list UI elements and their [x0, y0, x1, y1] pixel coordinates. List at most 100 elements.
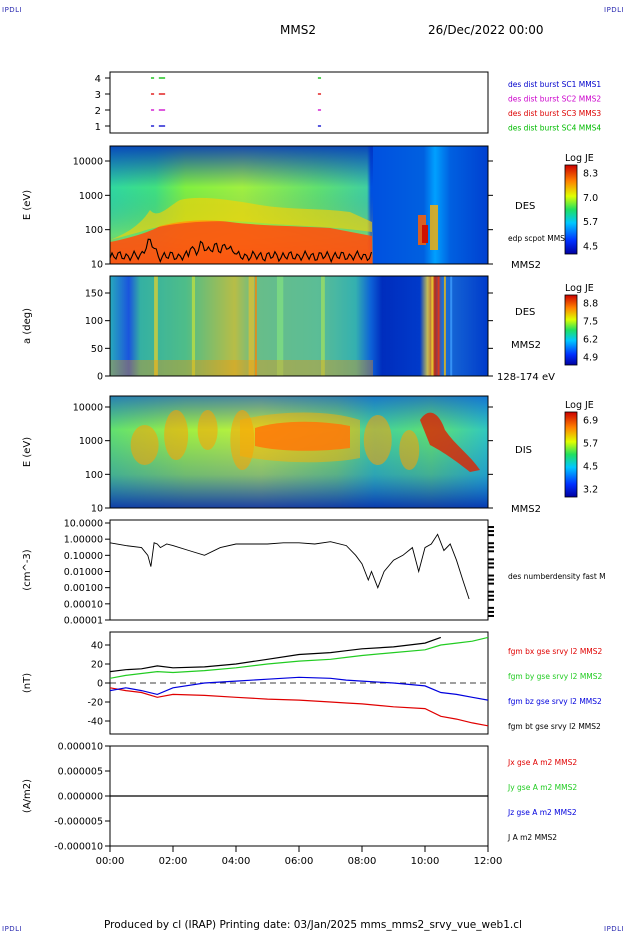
bfield-legend-entry: fgm bz gse srvy l2 MMS2 [508, 697, 602, 706]
des-pitch-yticks: 150 100 50 0 [85, 289, 493, 383]
pitch-stripe [321, 276, 325, 376]
current-legend-entry: Jy gse A m2 MMS2 [507, 783, 577, 792]
dis-energy-blobs [130, 410, 420, 470]
burst-yticks: 4 3 2 1 [95, 74, 110, 133]
y-axis-label: E (eV) [22, 190, 33, 220]
dis-energy-blob [399, 430, 420, 470]
panel-side-labels: DES edp scpot MMS2 MMS2 DES MMS2 128-174 eV DI… [497, 201, 606, 581]
time-tick-label: 02:00 [159, 856, 188, 867]
burst-tick-label: 1 [95, 122, 101, 133]
dis-energy-probe-label: MMS2 [511, 504, 541, 515]
burst-panel-frame [109, 71, 489, 134]
dis-energy-late-event [420, 412, 480, 472]
dis-energy-blob [363, 415, 392, 465]
colorbar-tick-label: 5.7 [583, 217, 598, 228]
pitch-stripe [443, 276, 446, 376]
des-pitch-panel: 150 100 50 0 [85, 275, 493, 383]
dis-energy-tick-label: 1000 [79, 436, 103, 447]
corner-mark-top-right: IPDLI [604, 6, 625, 14]
datetime-title: 26/Dec/2022 00:00 [428, 23, 544, 37]
density-tick-label: 0.00001 [64, 616, 103, 627]
dis-energy-tick-label: 100 [85, 470, 103, 481]
des-energy-frame [109, 145, 489, 265]
des-energy-tick-label: 10 [91, 260, 103, 271]
des-energy-event-2 [430, 205, 438, 250]
footer-credit: Produced by cl (IRAP) Printing date: 03/… [104, 919, 522, 931]
burst-tick-label: 3 [95, 90, 101, 101]
y-axis-label: (cm^-3) [22, 549, 33, 590]
burst-tick-label: 2 [95, 106, 101, 117]
bfield-legend-entry: fgm bx gse srvy l2 MMS2 [508, 647, 603, 656]
bfield-tick-label: 40 [91, 641, 103, 652]
dis-energy-label: DIS [515, 445, 532, 456]
des-pitch-spectrogram [110, 276, 488, 376]
density-frame [109, 519, 489, 621]
colorbar-tick-label: 4.5 [583, 462, 598, 473]
bfield-series-line [110, 636, 488, 679]
des-pitch-probe-label: MMS2 [511, 340, 541, 351]
pitch-stripe [450, 276, 453, 376]
dis-energy-blob [230, 410, 255, 470]
bfield-tick-label: 0 [97, 679, 103, 690]
bfield-series-line [110, 687, 488, 727]
bfield-tick-label: -40 [87, 717, 103, 728]
dis-energy-frame [109, 395, 489, 509]
corner-mark-bottom-right: IPDLI [604, 925, 625, 933]
colorbar-tick-label: 4.5 [583, 242, 598, 253]
colorbar-tick-label: 7.0 [583, 193, 598, 204]
colorbar [564, 411, 578, 498]
corner-mark-top-left: IPDLI [2, 6, 23, 14]
bfield-legend-entry: fgm by gse srvy l2 MMS2 [508, 672, 603, 681]
des-energy-tick-label: 10000 [73, 157, 103, 168]
current-tick-label: 0.000000 [58, 792, 103, 803]
colorbar-title: Log JE [565, 283, 594, 294]
time-tick-label: 10:00 [411, 856, 440, 867]
time-axis: 00:00 02:00 04:00 06:00 08:00 10:00 12:00 [96, 846, 503, 867]
density-panel: 10.0000 1.00000 0.10000 0.01000 0.00100 0.000… [64, 519, 494, 627]
y-axis-label: a (deg) [22, 308, 33, 344]
current-panel: 0.000010 0.000005 0.000000 -0.000005 -0.0000… [54, 742, 577, 853]
colorbars: Log JE 8.3 7.0 5.7 4.5 Log JE 8.8 7.5 6.2 4.9 Log … [564, 153, 598, 498]
colorbar [564, 164, 578, 255]
dis-energy-blob [164, 410, 189, 460]
burst-legend-entry: des dist burst SC1 MMS1 [508, 80, 601, 89]
current-legend-entry: Jx gse A m2 MMS2 [507, 758, 577, 767]
density-tick-label: 10.0000 [64, 519, 103, 530]
time-tick-label: 12:00 [474, 856, 503, 867]
bfield-legend: fgm bx gse srvy l2 MMS2 fgm by gse srvy l… [508, 647, 603, 731]
y-axis-label: E (eV) [22, 437, 33, 467]
current-yticks: 0.000010 0.000005 0.000000 -0.000005 -0.0000… [54, 742, 110, 853]
bfield-series-line [110, 676, 488, 701]
des-energy-mid-band [110, 197, 372, 240]
scpot-label: edp scpot MMS2 [508, 234, 570, 243]
dis-energy-yticks: 10000 1000 100 10 [73, 403, 493, 515]
des-energy-event-core [422, 225, 428, 243]
bfield-tick-label: -20 [87, 698, 103, 709]
y-axis-label: (A/m2) [22, 779, 33, 813]
des-pitch-tick-label: 50 [91, 344, 103, 355]
current-tick-label: 0.000010 [58, 742, 103, 753]
y-axis-labels: E (eV) a (deg) E (eV) (cm^-3) (nT) (A/m2) [22, 190, 33, 813]
des-pitch-stripes [110, 276, 453, 376]
bfield-series-line [110, 636, 442, 673]
pitch-stripe [431, 276, 434, 376]
density-tick-label: 0.00010 [64, 599, 103, 610]
density-yticks: 10.0000 1.00000 0.10000 0.01000 0.00100 0.000… [64, 519, 494, 627]
burst-legend-entry: des dist burst SC2 MMS2 [508, 95, 601, 104]
corner-mark-bottom-left: IPDLI [2, 925, 23, 933]
des-pitch-shading [110, 276, 488, 376]
scpot-line [110, 238, 373, 264]
des-energy-tick-label: 100 [85, 225, 103, 236]
density-tick-label: 0.10000 [64, 551, 103, 562]
time-tick-label: 08:00 [348, 856, 377, 867]
density-tick-label: 0.00100 [64, 583, 103, 594]
density-tick-label: 0.01000 [64, 567, 103, 578]
colorbar-tick-label: 8.8 [583, 299, 598, 310]
pitch-stripe [248, 276, 255, 376]
colorbar-tick-label: 7.5 [583, 317, 598, 328]
des-energy-panel: 10000 1000 100 10 [73, 145, 493, 271]
burst-tick-label: 4 [95, 74, 101, 85]
burst-legend-entry: des dist burst SC4 MMS4 [508, 124, 601, 133]
